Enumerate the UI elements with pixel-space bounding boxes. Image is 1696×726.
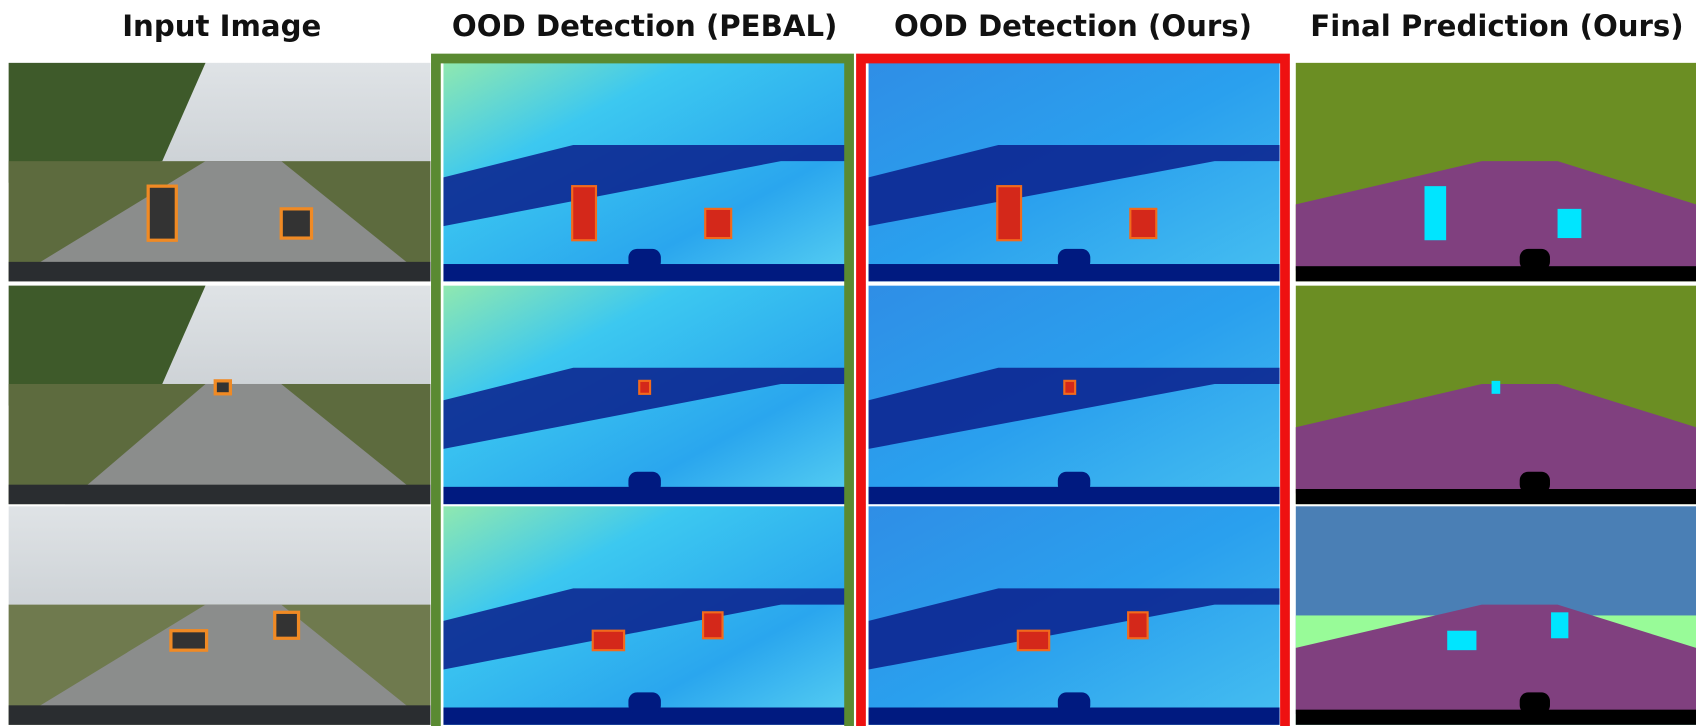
seg-hood (1296, 710, 1696, 725)
heatmap-hood (1058, 692, 1090, 714)
seg-hood (1520, 692, 1550, 714)
photo-hood (9, 705, 431, 724)
heatmap-hood (628, 692, 660, 714)
seg-ood (1492, 381, 1501, 394)
heatmap-ood (703, 612, 722, 638)
ood-box (171, 631, 207, 650)
seg-ood (1551, 612, 1568, 638)
heatmap-ood (1018, 631, 1049, 650)
heatmap-ood (1128, 612, 1147, 638)
ood-box (275, 612, 299, 638)
photo-hood (9, 485, 431, 504)
seg-ood (1447, 631, 1476, 650)
seg-hood (1520, 249, 1550, 271)
column-title: Final Prediction (Ours) (1310, 9, 1683, 43)
heatmap-hood (628, 472, 660, 494)
heatmap-hood (1058, 472, 1090, 494)
ood-box (215, 381, 230, 394)
ood-box (148, 186, 176, 240)
seg-ood (1425, 186, 1447, 240)
ood-box (281, 209, 311, 238)
photo-hood (9, 262, 431, 281)
figure: Input Image OOD Detection (PEBAL) OOD De… (0, 0, 1696, 726)
seg-ood (1558, 209, 1582, 238)
page: Input Image OOD Detection (PEBAL) OOD De… (0, 0, 1696, 726)
heatmap-ood (705, 209, 731, 238)
seg-hood (1520, 472, 1550, 494)
seg-hood (1296, 266, 1696, 281)
column-title: OOD Detection (PEBAL) (452, 9, 837, 43)
heatmap-ood (572, 186, 596, 240)
heatmap-hood (628, 249, 660, 271)
seg-hood (1296, 489, 1696, 504)
heatmap-ood (1130, 209, 1156, 238)
heatmap-ood (1064, 381, 1075, 394)
heatmap-ood (639, 381, 650, 394)
heatmap-ood (997, 186, 1021, 240)
column-title: OOD Detection (Ours) (894, 9, 1252, 43)
heatmap-ood (593, 631, 624, 650)
column-title: Input Image (122, 9, 321, 43)
heatmap-hood (1058, 249, 1090, 271)
